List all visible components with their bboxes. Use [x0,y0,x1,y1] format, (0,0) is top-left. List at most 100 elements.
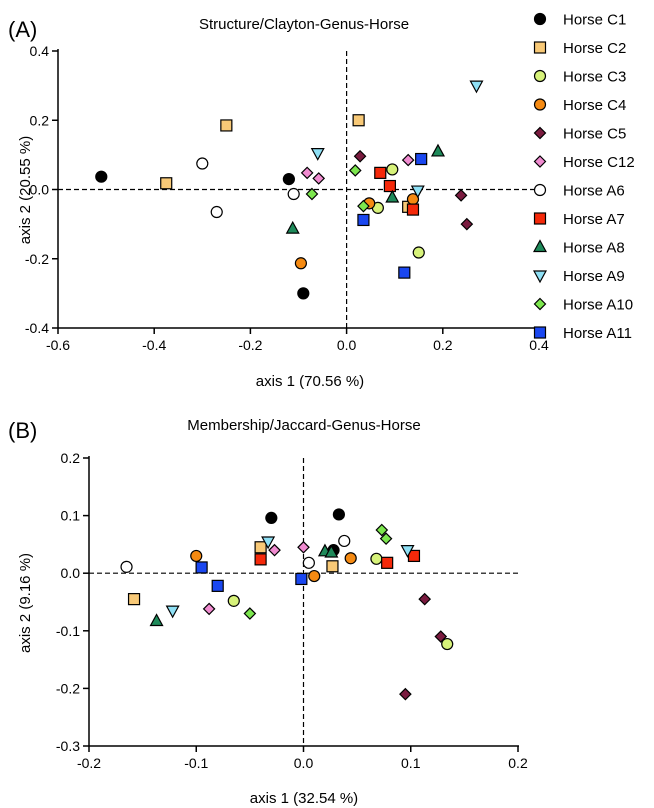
panel-b-x-tick-label: 0.2 [508,755,528,771]
legend-label-horse-c12: Horse C12 [563,154,635,171]
panel-a-x-tick-label: 0.2 [433,337,453,353]
panel-b-point-horse-a6 [338,534,351,548]
panel-a-point-horse-a6 [287,187,300,201]
panel-b-point-horse-a9 [165,605,180,619]
panel-b-point-horse-c1 [332,508,345,521]
legend-marker-horse-a9 [532,270,548,284]
panel-b: (B) Membership/Jaccard-Genus-Horse -0.2 -… [8,417,528,807]
panel-a-x-axis-label: axis 1 (70.56 %) [256,373,364,390]
panel-b-x-axis-label: axis 1 (32.54 %) [250,790,358,807]
panel-a-point-horse-c5 [353,149,367,163]
panel-b-point-horse-c5 [434,630,448,643]
panel-a-point-horse-a10 [357,199,370,213]
panel-a-y-tick-label: 0.0 [30,182,50,198]
panel-a-point-horse-a8 [285,220,300,234]
legend-marker-horse-c12 [533,155,547,168]
panel-a-y-tick-label: -0.2 [25,251,49,267]
legend-label-horse-c4: Horse C4 [563,97,626,114]
panel-a-point-horse-c4 [294,257,308,270]
panel-b-point-horse-a8 [149,613,164,627]
panel-b-y-tick-label: -0.1 [56,623,80,639]
panel-b-point-horse-c12 [268,543,281,557]
panel-b-x-tick-label: -0.1 [184,755,208,771]
legend-marker-horse-c1 [533,12,547,26]
panel-b-point-horse-c2 [326,560,339,573]
panel-a-point-horse-c5 [454,189,468,202]
panel-b-y-tick-label: -0.3 [56,738,80,754]
panel-b-point-horse-c5 [418,592,432,606]
panel-b-point-horse-a9 [261,536,276,550]
panel-b-point-horse-a10 [379,532,393,545]
legend-label-horse-c5: Horse C5 [563,126,626,143]
panel-a-x-tick-label: -0.2 [238,337,262,353]
panel-a: (A) Structure/Clayton-Genus-Horse -0.6 -0… [8,16,549,390]
panel-b-point-horse-c12 [202,602,216,616]
panel-b-point-horse-a10 [375,523,389,537]
panel-b-point-horse-c3 [370,552,383,565]
panel-b-point-horse-c1 [265,511,278,525]
panel-b-point-horse-a7 [381,556,394,569]
panel-a-point-horse-a9 [469,80,484,94]
panel-b-title: Membership/Jaccard-Genus-Horse [187,417,420,434]
legend-marker-horse-a7 [533,212,547,225]
panel-a-point-horse-c3 [412,246,425,259]
panel-b-point-horse-a11 [295,572,308,586]
legend-label-horse-c3: Horse C3 [563,69,626,86]
panel-b-y-tick-label: 0.0 [61,565,81,581]
panel-b-point-horse-a10 [243,607,257,620]
panel-a-y-tick-label: -0.4 [25,320,49,336]
panel-a-point-horse-c1 [95,170,108,183]
panel-a-x-tick-label: -0.4 [142,337,166,353]
legend-label-horse-c2: Horse C2 [563,40,626,57]
panel-a-point-horse-a10 [348,164,362,177]
panel-a-point-horse-a7 [374,166,387,179]
panel-a-x-tick-label: 0.0 [337,337,357,353]
panel-a-point-horse-a10 [305,187,319,201]
panel-a-point-horse-c3 [386,163,399,176]
panel-a-point-horse-a11 [398,266,411,279]
panel-a-point-horse-a11 [357,213,370,227]
panel-b-y-tick-label: 0.2 [61,450,81,466]
panel-a-point-horse-c1 [297,287,310,300]
legend-label-horse-a7: Horse A7 [563,211,625,228]
panel-a-point-horse-c12 [312,172,326,185]
panel-a-x-tick-label: 0.4 [529,337,549,353]
panel-b-point-horse-a7 [254,553,267,566]
panel-a-point-horse-c12 [401,153,415,167]
panel-b-x-tick-label: 0.0 [294,755,314,771]
panel-b-label: (B) [8,418,37,443]
panel-a-plot-area: -0.6 -0.4 -0.2 0.0 0.2 0.40.40.20.0-0.2-0.4 [25,43,549,353]
legend-label-horse-a11: Horse A11 [563,325,632,342]
panel-a-label: (A) [8,17,37,42]
panel-b-point-horse-c2 [254,541,267,554]
panel-b-point-horse-a6 [302,556,315,569]
panel-b-point-horse-c4 [190,549,203,563]
panel-b-point-horse-c2 [127,593,141,606]
panel-b-point-horse-c4 [344,552,357,565]
panel-b-point-horse-a8 [324,544,339,558]
panel-a-y-axis-label: axis 2 (20.55 %) [17,136,34,244]
panel-b-point-horse-c12 [297,540,310,554]
legend-marker-horse-a8 [532,239,548,253]
panel-a-point-horse-a9 [310,148,325,161]
panel-a-point-horse-a7 [406,203,420,216]
panel-b-y-axis-label: axis 2 (9.16 %) [17,553,34,653]
legend: Horse C1 Horse C2 Horse C3 Horse C4 Horse C5… [532,12,635,342]
panel-a-point-horse-c12 [300,166,314,180]
panel-b-point-horse-c3 [441,637,454,651]
legend-marker-horse-a10 [533,297,547,311]
panel-a-point-horse-a6 [210,205,223,219]
legend-label-horse-a6: Horse A6 [563,183,625,200]
panel-b-point-horse-c3 [227,594,240,607]
panel-b-point-horse-a6 [120,560,133,573]
panel-a-point-horse-a11 [415,152,428,166]
legend-marker-horse-c3 [533,69,547,83]
panel-a-y-tick-label: 0.4 [30,43,50,59]
panel-a-point-horse-c5 [460,217,474,231]
panel-a-point-horse-c2 [352,114,365,127]
panel-b-y-tick-label: -0.2 [56,680,80,696]
panel-b-point-horse-c5 [399,687,412,701]
panel-b-point-horse-a9 [400,545,415,558]
panel-b-plot-area: -0.2 -0.1 0.0 0.1 0.20.20.10.0-0.1-0.2-0.3 [56,450,528,771]
panel-a-y-tick-label: 0.2 [30,112,50,128]
